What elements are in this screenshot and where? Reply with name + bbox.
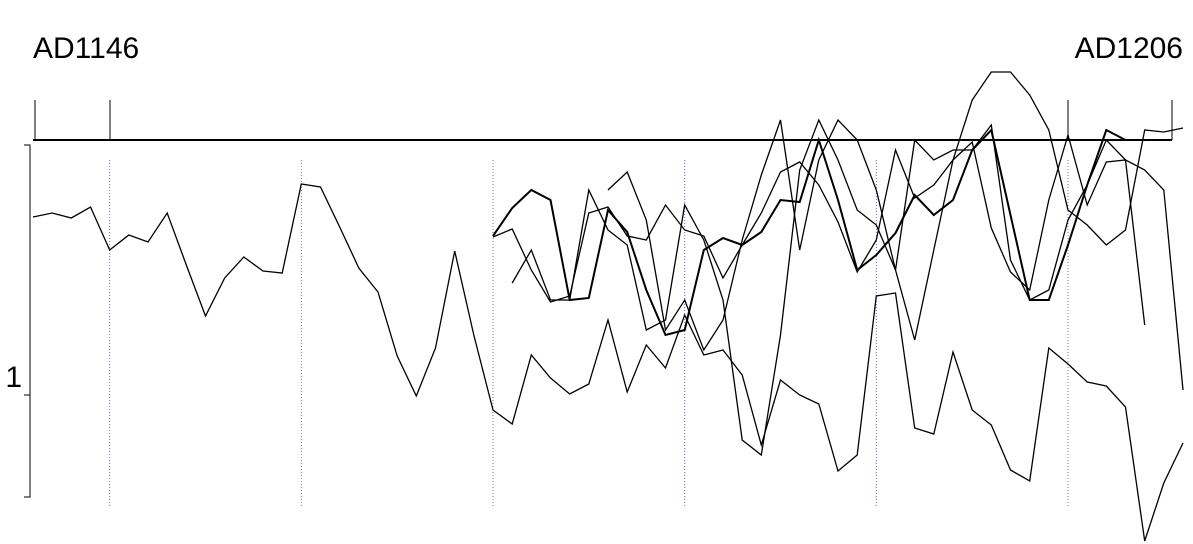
y-tick-label: 1 xyxy=(5,361,22,394)
series-line xyxy=(492,132,1146,326)
y-axis-bracket xyxy=(24,144,31,498)
end-year-label: AD1206 xyxy=(1075,32,1183,65)
series-line xyxy=(492,127,1126,337)
start-year-label: AD1146 xyxy=(33,32,139,65)
series-line xyxy=(511,71,1184,457)
series-line xyxy=(32,183,1184,542)
series-line xyxy=(607,118,1184,391)
